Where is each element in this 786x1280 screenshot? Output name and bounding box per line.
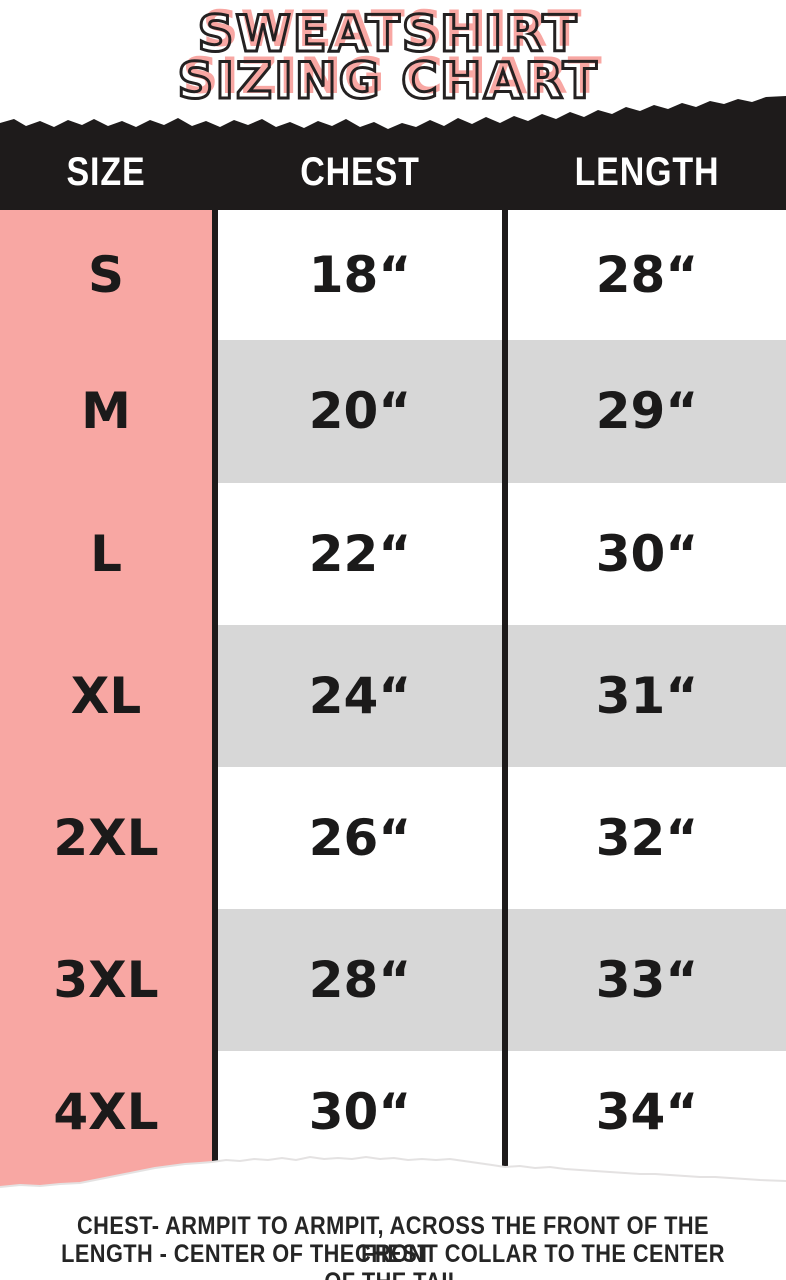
length-cell: 31“: [595, 667, 699, 725]
title-line-1-fill: SWEATSHIRT: [202, 0, 584, 58]
length-cell: 30“: [595, 525, 699, 583]
size-cell: S: [87, 246, 124, 304]
size-cell: 4XL: [53, 1083, 159, 1141]
chest-cell: 22“: [308, 525, 412, 583]
size-column-background: [0, 210, 212, 1195]
size-cell: M: [81, 382, 131, 440]
page-title: SWEATSHIRT SWEATSHIRT SIZING CHART SIZIN…: [0, 4, 786, 108]
size-cell: 2XL: [53, 809, 159, 867]
size-cell: L: [90, 525, 122, 583]
footnote-chest: CHEST- ARMPIT TO ARMPIT, ACROSS THE FRON…: [77, 1212, 709, 1268]
column-header-chest: CHEST: [300, 150, 420, 194]
torn-edge-bottom: [0, 1155, 786, 1210]
footnote-length: LENGTH - CENTER OF THE FRONT COLLAR TO T…: [61, 1240, 725, 1280]
length-cell: 33“: [595, 951, 699, 1009]
title-line-2: SIZING CHART SIZING CHART: [0, 51, 786, 108]
chest-cell: 20“: [308, 382, 412, 440]
chest-cell: 30“: [308, 1083, 412, 1141]
chest-cell: 26“: [308, 809, 412, 867]
column-divider: [502, 210, 508, 1183]
length-cell: 34“: [595, 1083, 699, 1141]
chest-cell: 24“: [308, 667, 412, 725]
length-cell: 28“: [595, 246, 699, 304]
column-header-length: LENGTH: [574, 150, 720, 194]
length-cell: 32“: [595, 809, 699, 867]
title-line-2-fill: SIZING CHART: [182, 47, 604, 105]
column-header-size: SIZE: [66, 150, 146, 194]
length-cell: 29“: [595, 382, 699, 440]
title-line-1: SWEATSHIRT SWEATSHIRT: [0, 4, 786, 61]
torn-edge-top: [0, 96, 786, 210]
size-cell: 3XL: [53, 951, 159, 1009]
chest-cell: 28“: [308, 951, 412, 1009]
size-cell: XL: [70, 667, 142, 725]
column-divider: [212, 210, 218, 1162]
header-row: SIZE CHEST LENGTH: [0, 95, 786, 210]
chest-cell: 18“: [308, 246, 412, 304]
